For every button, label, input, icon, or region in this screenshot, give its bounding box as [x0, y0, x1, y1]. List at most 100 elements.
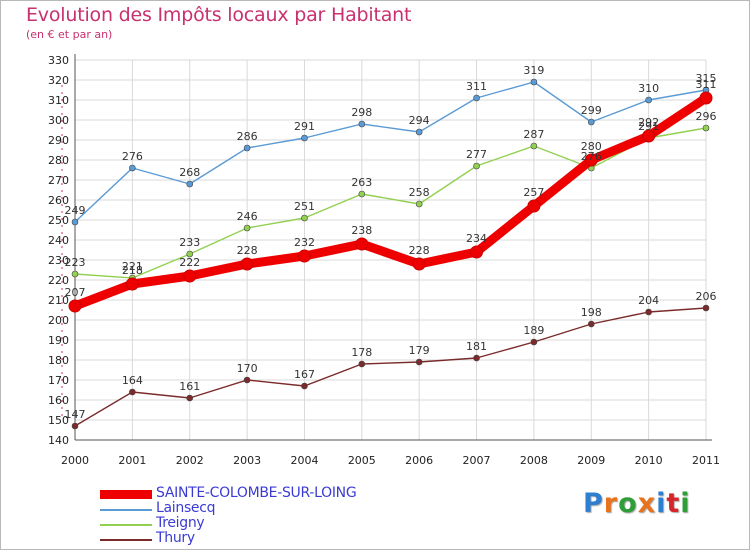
y-tick-label: 220 — [48, 274, 69, 287]
legend-swatch — [100, 539, 152, 541]
data-label: 221 — [122, 260, 143, 273]
legend-swatch — [100, 490, 152, 499]
x-tick-label: 2010 — [635, 454, 663, 467]
data-point — [297, 249, 311, 263]
data-label: 198 — [581, 306, 602, 319]
data-label: 276 — [581, 150, 602, 163]
data-point — [530, 142, 538, 150]
axis-layer: 1401501601701801902002102202302402502602… — [48, 54, 720, 467]
data-label: 147 — [65, 408, 86, 421]
data-label: 249 — [65, 204, 86, 217]
data-label: 228 — [409, 244, 430, 257]
y-tick-label: 290 — [48, 134, 69, 147]
data-point — [587, 118, 595, 126]
data-label: 291 — [294, 120, 315, 133]
data-label: 277 — [466, 148, 487, 161]
data-point — [645, 96, 652, 104]
data-label: 276 — [122, 150, 143, 163]
data-point — [470, 245, 484, 259]
data-label: 222 — [179, 256, 200, 269]
data-label: 204 — [638, 294, 659, 307]
y-tick-label: 240 — [48, 234, 69, 247]
data-point — [240, 257, 254, 271]
series-layer — [68, 78, 713, 430]
data-label: 206 — [696, 290, 717, 303]
data-label: 189 — [523, 324, 544, 337]
data-point — [473, 354, 480, 362]
y-tick-label: 180 — [48, 354, 69, 367]
legend-item: SAINTE-COLOMBE-SUR-LOING — [100, 485, 420, 501]
data-point — [71, 218, 79, 226]
data-label: 251 — [294, 200, 315, 213]
data-point — [186, 250, 194, 258]
data-point — [702, 304, 710, 312]
data-point — [358, 360, 366, 368]
data-label: 223 — [65, 256, 86, 269]
y-tick-label: 250 — [48, 214, 69, 227]
legend-label: SAINTE-COLOMBE-SUR-LOING — [156, 485, 357, 501]
data-label: 298 — [351, 106, 372, 119]
data-label: 292 — [638, 116, 659, 129]
data-label: 167 — [294, 368, 315, 381]
legend-item: Thury — [100, 530, 420, 546]
legend-swatch — [100, 524, 152, 526]
data-label: 164 — [122, 374, 143, 387]
data-point — [243, 224, 251, 232]
data-label: 207 — [65, 286, 86, 299]
data-point — [415, 128, 423, 136]
data-point — [301, 382, 308, 390]
chart-title: Evolution des Impôts locaux par Habitant — [26, 4, 412, 26]
data-label: 286 — [237, 130, 258, 143]
data-label: 296 — [696, 110, 717, 123]
data-point — [473, 94, 480, 102]
data-label: 238 — [351, 224, 372, 237]
legend-label: Treigny — [156, 515, 205, 531]
data-point — [301, 214, 308, 222]
data-label: 233 — [179, 236, 200, 249]
data-label: 170 — [237, 362, 258, 375]
data-point — [129, 164, 136, 172]
data-point — [129, 388, 136, 396]
series-line-lainsecq — [74, 81, 707, 223]
data-point — [186, 180, 194, 188]
data-label: 310 — [638, 82, 659, 95]
data-label: 287 — [523, 128, 544, 141]
chart-subtitle: (en € et par an) — [26, 28, 113, 41]
data-point — [125, 277, 139, 291]
data-label: 268 — [179, 166, 200, 179]
data-label: 291 — [638, 120, 659, 133]
data-point — [699, 91, 713, 105]
data-label: 257 — [523, 186, 544, 199]
y-tick-label: 150 — [48, 414, 69, 427]
data-label: 311 — [466, 80, 487, 93]
data-label: 232 — [294, 236, 315, 249]
y-tick-label: 310 — [48, 94, 69, 107]
y-tick-label: 330 — [48, 54, 69, 67]
data-point — [243, 144, 251, 152]
data-label: 218 — [122, 264, 143, 277]
x-tick-label: 2005 — [348, 454, 376, 467]
data-label: 315 — [696, 72, 717, 85]
y-tick-label: 230 — [48, 254, 69, 267]
legend-item: Treigny — [100, 515, 420, 531]
data-point — [71, 270, 79, 278]
data-label: 161 — [179, 380, 200, 393]
x-tick-label: 2001 — [118, 454, 146, 467]
y-tick-label: 270 — [48, 174, 69, 187]
x-tick-label: 2009 — [577, 454, 605, 467]
data-label: 299 — [581, 104, 602, 117]
data-point — [530, 338, 538, 346]
y-tick-label: 280 — [48, 154, 69, 167]
data-point — [702, 124, 710, 132]
y-tick-label: 190 — [48, 334, 69, 347]
data-point — [183, 269, 197, 283]
data-label: 234 — [466, 232, 487, 245]
data-point — [301, 134, 308, 142]
data-point — [530, 78, 538, 86]
data-point — [68, 299, 82, 313]
y-tick-label: 300 — [48, 114, 69, 127]
x-tick-label: 2011 — [692, 454, 720, 467]
data-point — [584, 153, 598, 167]
data-point — [587, 320, 595, 328]
